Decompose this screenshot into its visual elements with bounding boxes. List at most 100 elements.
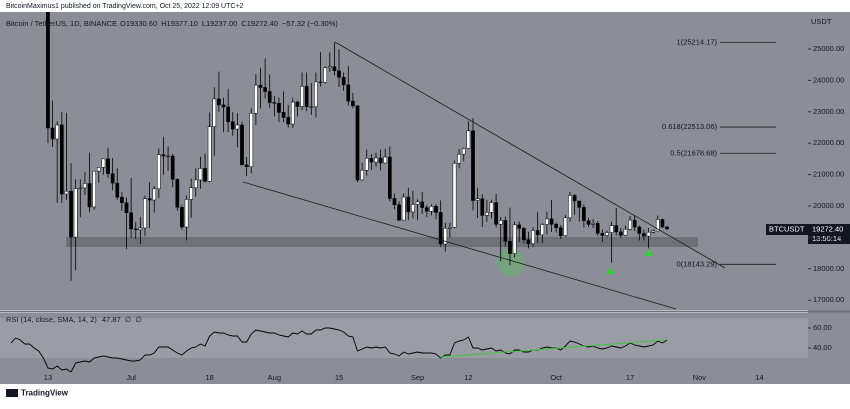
candle-body — [429, 206, 434, 212]
price-pane — [0, 12, 808, 310]
candle-body — [512, 224, 517, 254]
candle-body — [605, 232, 609, 236]
candle-body — [249, 112, 254, 167]
candle-body — [364, 158, 369, 171]
candles — [46, 12, 669, 281]
rsi-plot — [10, 327, 668, 372]
candle-body — [180, 207, 184, 228]
candle-body — [406, 196, 411, 213]
rsi-tick-label: 40.00 — [813, 343, 832, 352]
price-axis — [808, 12, 850, 384]
candle-body — [485, 212, 489, 216]
candle-body — [272, 102, 277, 104]
candle-body — [115, 182, 120, 198]
candle-body — [290, 101, 295, 125]
candle-body — [355, 105, 360, 181]
symbol-tag: BTCUSDT — [769, 224, 805, 233]
candle-body — [304, 86, 309, 108]
candle-body — [346, 84, 351, 102]
x-tick-label: Aug — [268, 373, 281, 382]
candle-body — [475, 198, 480, 201]
countdown: 13:50:14 — [812, 234, 841, 243]
y-tick-label: 24000.00 — [813, 75, 844, 84]
candle-body — [646, 231, 651, 237]
candle-body — [424, 207, 429, 212]
legend-value: H19377.10 — [161, 19, 198, 28]
candle-body — [434, 206, 438, 213]
candle-body — [189, 187, 194, 200]
candle-body — [244, 164, 249, 167]
candle-body — [582, 207, 586, 222]
candle-body — [277, 103, 281, 113]
x-tick-label: 17 — [626, 373, 634, 382]
x-tick-label: 13 — [44, 373, 52, 382]
y-tick-label: 20000.00 — [813, 201, 844, 210]
candle-body — [609, 225, 614, 233]
candle-body — [665, 226, 669, 230]
candle-body — [281, 112, 286, 118]
trendline-upper — [334, 41, 726, 269]
time-axis — [0, 372, 808, 384]
candle-body — [221, 104, 226, 108]
arrow-up — [606, 267, 614, 274]
candle-body — [138, 227, 143, 231]
x-tick-label: Oct — [550, 373, 563, 382]
candle-body — [415, 201, 420, 205]
candle-body — [170, 155, 175, 180]
candle-body — [96, 167, 101, 172]
candle-body — [129, 212, 133, 230]
y-tick-label: 21000.00 — [813, 170, 844, 179]
fib-label: 0.618(22513.06) — [662, 122, 718, 131]
arrow-up — [644, 249, 652, 256]
candle-body — [521, 228, 526, 241]
last-price-box — [808, 224, 850, 244]
candle-body — [152, 188, 157, 201]
candle-body — [226, 106, 230, 122]
candle-body — [78, 187, 83, 189]
candle-body — [535, 230, 540, 236]
candle-body — [614, 225, 619, 233]
candle-body — [156, 154, 161, 189]
candle-body — [341, 77, 346, 86]
candle-body — [254, 84, 258, 114]
rsi-title: RSI (14, close, SMA, 14, 2) — [6, 315, 97, 324]
candle-body — [637, 226, 642, 234]
y-tick-label: 22000.00 — [813, 138, 844, 147]
candle-body — [55, 124, 60, 140]
candle-body — [92, 170, 97, 208]
candle-body — [369, 158, 374, 163]
candle-body — [161, 154, 166, 157]
candle-body — [295, 101, 300, 107]
axis-unit: USDT — [811, 17, 832, 26]
candle-body — [466, 130, 471, 149]
x-tick-label: Sep — [411, 373, 424, 382]
candle-body — [87, 183, 92, 208]
candle-body — [632, 219, 637, 228]
footer-logo: TradingView — [21, 389, 69, 398]
candle-body — [207, 126, 212, 182]
candle-body — [642, 233, 646, 237]
candle-body — [401, 196, 406, 221]
candle-body — [420, 201, 425, 208]
candle-body — [184, 199, 189, 228]
logo-icon — [6, 389, 18, 397]
candle-body — [314, 81, 318, 108]
candle-body — [498, 220, 503, 225]
candle-body — [309, 106, 314, 108]
candle-body — [595, 223, 600, 234]
candle-body — [360, 169, 364, 181]
candle-body — [267, 91, 272, 103]
candle-body — [235, 124, 240, 130]
candle-body — [332, 66, 337, 72]
candle-body — [50, 127, 55, 140]
candle-body — [120, 196, 124, 203]
rsi-trendline — [439, 339, 666, 358]
candle-body — [378, 157, 383, 164]
candle-body — [411, 204, 415, 213]
candle-body — [438, 212, 443, 245]
candle-body — [480, 198, 485, 216]
candle-body — [230, 121, 235, 130]
candle-body — [374, 157, 378, 163]
candle-body — [563, 217, 568, 236]
candle-body — [46, 12, 50, 129]
